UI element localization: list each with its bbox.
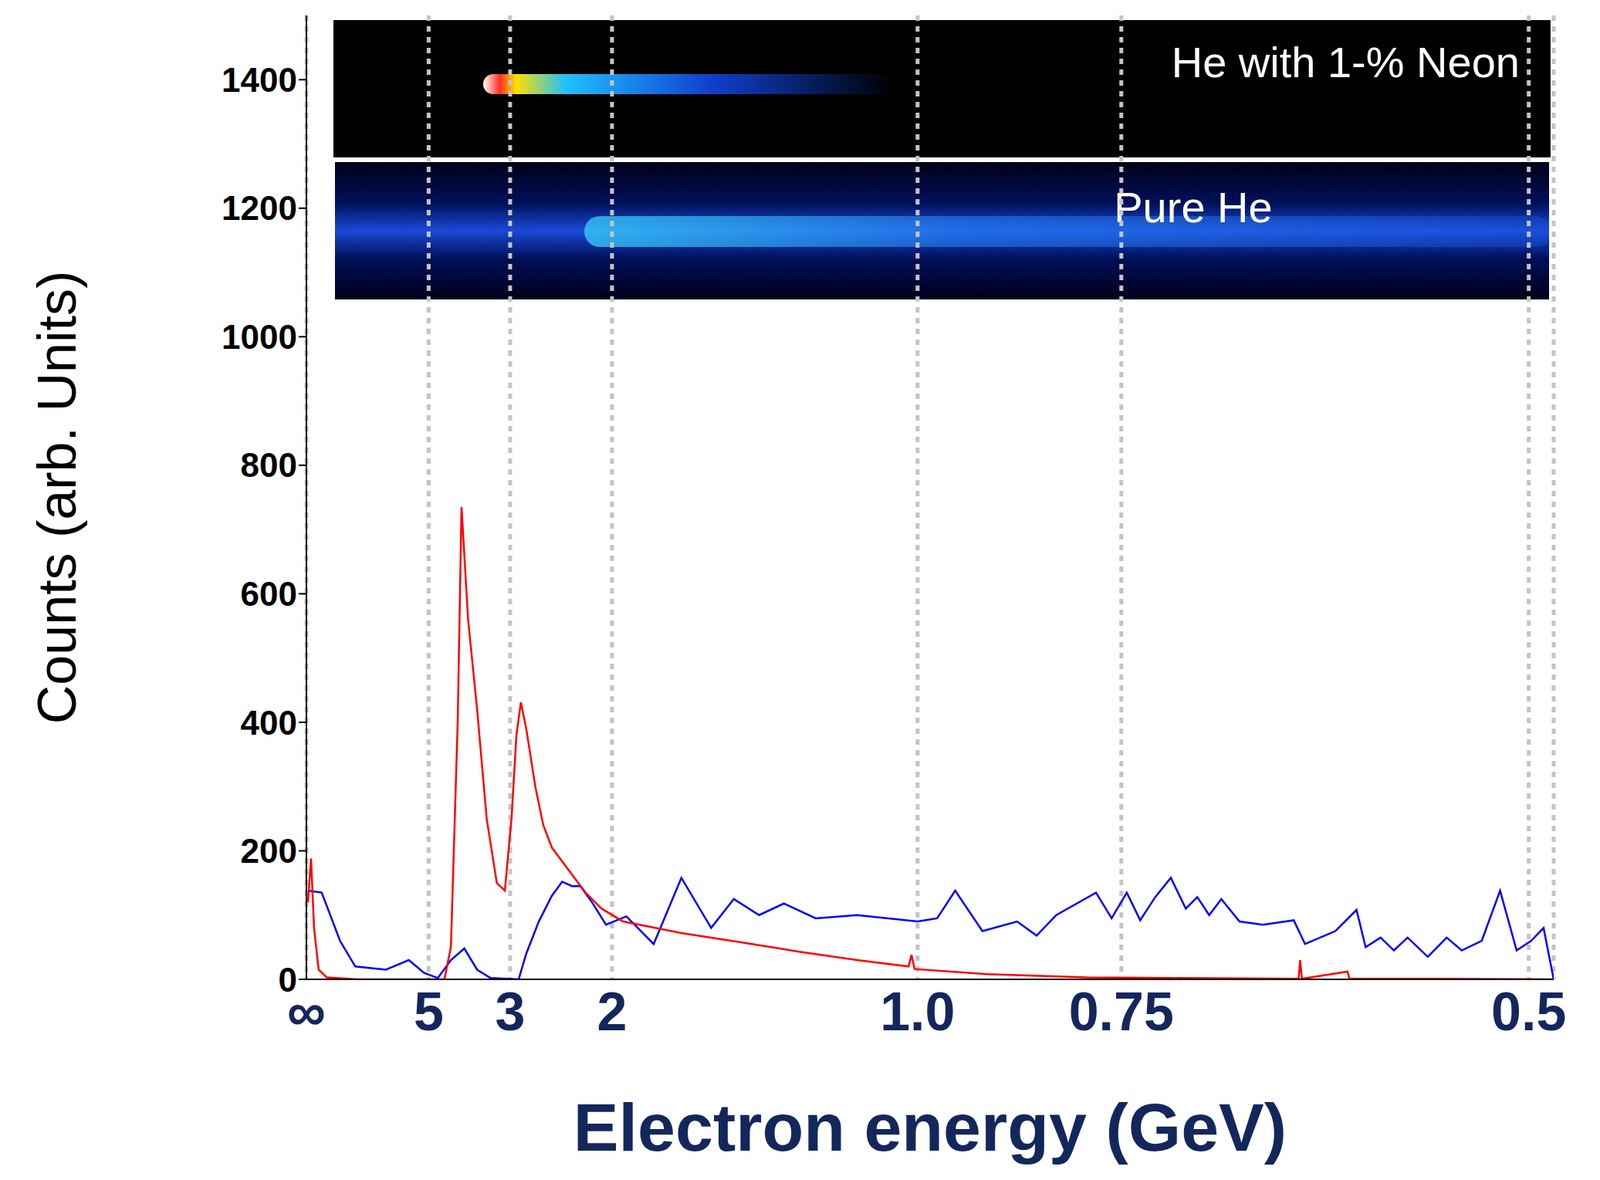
html-text:Pure He: Pure He bbox=[1113, 182, 1273, 232]
svg-text:Electron energy (GeV): Electron energy (GeV) bbox=[573, 1089, 1287, 1166]
svg-text:200: 200 bbox=[240, 832, 298, 870]
svg-text:400: 400 bbox=[240, 703, 298, 742]
html-text:He with 1-% Neon: He with 1-% Neon bbox=[1171, 37, 1520, 87]
svg-text:1200: 1200 bbox=[221, 189, 298, 227]
svg-text:0: 0 bbox=[278, 960, 298, 999]
svg-text:1400: 1400 bbox=[221, 60, 298, 99]
svg-text:1.0: 1.0 bbox=[879, 981, 955, 1042]
svg-text:3: 3 bbox=[494, 981, 525, 1042]
svg-text:1000: 1000 bbox=[221, 317, 298, 356]
svg-text:0.5: 0.5 bbox=[1491, 981, 1567, 1042]
svg-text:2: 2 bbox=[596, 981, 627, 1042]
svg-text:Counts (arb. Units): Counts (arb. Units) bbox=[27, 270, 88, 724]
svg-text:0.75: 0.75 bbox=[1068, 981, 1174, 1042]
svg-text:5: 5 bbox=[413, 981, 444, 1042]
svg-text:800: 800 bbox=[240, 446, 298, 484]
svg-text:600: 600 bbox=[240, 575, 298, 613]
